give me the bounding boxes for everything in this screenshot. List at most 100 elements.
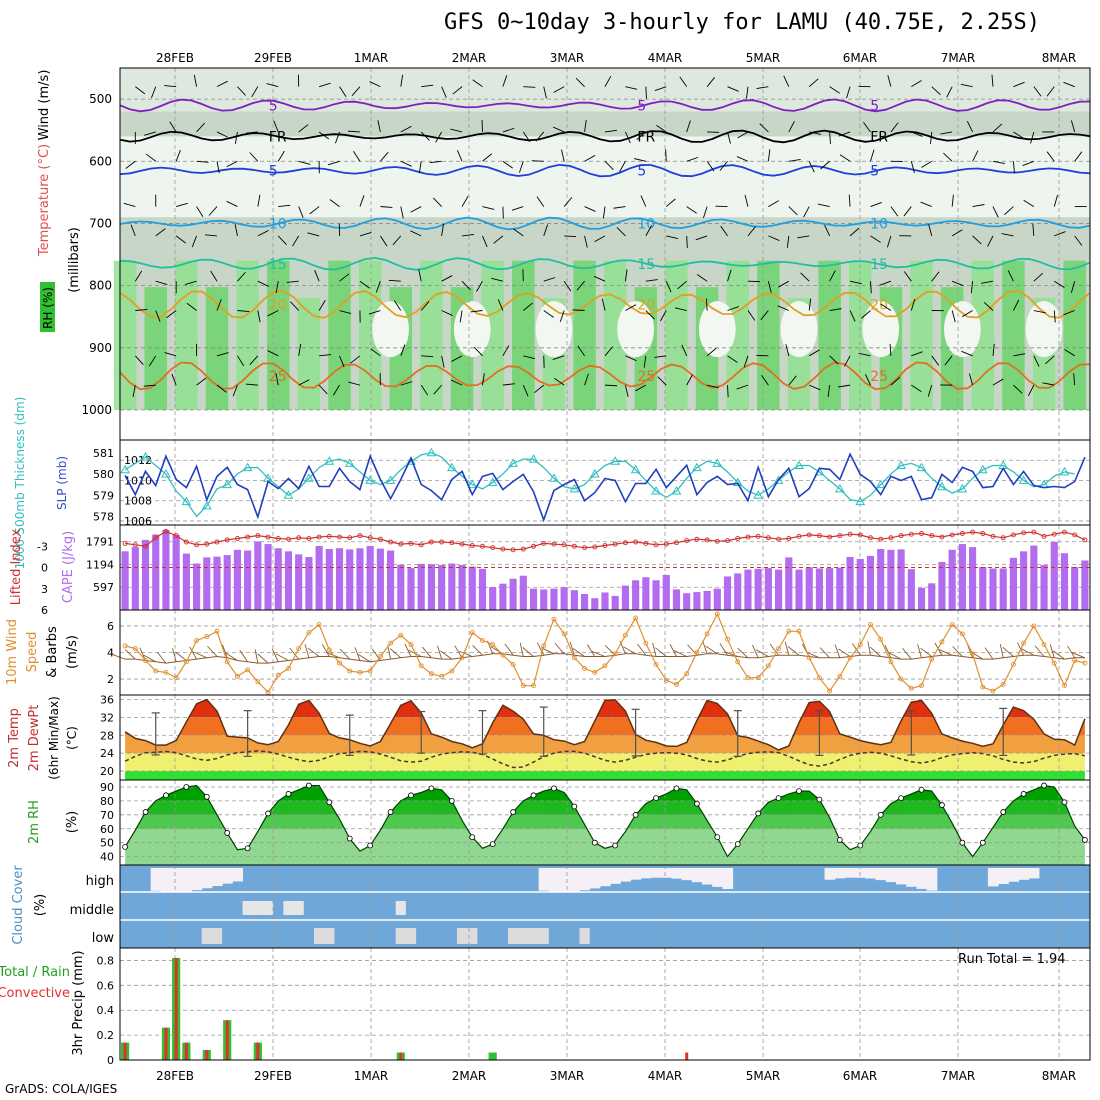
cape-bar: [325, 549, 333, 610]
cape-bar: [131, 547, 139, 610]
wind-barb: [226, 200, 238, 207]
wind-speed-marker: [939, 639, 945, 645]
wind-barb: [686, 374, 693, 386]
wind-barb: [951, 229, 963, 237]
wind-barb: [125, 160, 136, 169]
wind-barb: [846, 86, 851, 99]
wind-barb: [624, 269, 628, 282]
wind-barb: [660, 310, 667, 322]
wind-barb: [889, 343, 892, 356]
rh-moist-column: [175, 260, 198, 410]
dewpoint-axis-label: 2m DewPt: [27, 705, 42, 772]
rh-marker: [122, 843, 129, 850]
wind-barb: [727, 355, 738, 363]
wind-barb: [298, 343, 302, 356]
contour-label: 5: [269, 164, 278, 180]
wind-barb: [257, 280, 269, 287]
cape-bar: [387, 550, 395, 610]
wind-barb: [961, 350, 973, 357]
wind-barb: [634, 158, 646, 162]
rh-marker: [203, 793, 210, 800]
wind-barb: [760, 310, 769, 321]
wind-barb: [421, 355, 434, 358]
thickness-marker: [834, 483, 845, 493]
li-marker: [1010, 532, 1016, 538]
tick-label: 32: [100, 711, 114, 724]
tick-label: 0.2: [97, 1029, 115, 1042]
wind-barb: [972, 204, 985, 208]
thickness-marker: [467, 479, 478, 489]
li-marker: [765, 535, 771, 541]
cape-bar: [1081, 560, 1089, 610]
wind-barb: [788, 206, 798, 216]
li-marker: [725, 538, 730, 544]
wind-speed-marker: [173, 675, 179, 681]
wind-barb: [635, 384, 647, 392]
wind-barb-10m: [554, 642, 565, 655]
li-marker: [571, 543, 577, 549]
high-cloud-cell: [640, 868, 652, 879]
high-cloud-cell: [896, 868, 907, 885]
wind-barb: [522, 384, 529, 397]
wind-barb: [543, 277, 556, 282]
wind-barb: [829, 270, 836, 282]
wind-barb: [809, 384, 821, 391]
wind-speed-marker: [408, 642, 414, 647]
wind-speed-marker: [551, 616, 557, 622]
wind-barb: [511, 206, 524, 211]
li-marker: [694, 536, 700, 542]
wind-barb: [502, 383, 515, 386]
wind-speed-marker: [132, 646, 138, 651]
rh2m-axis-label: 2m RH: [27, 800, 42, 844]
cape-bar: [305, 557, 313, 610]
wind-barb-10m: [787, 646, 800, 656]
cape-bar: [723, 576, 732, 610]
rh-marker: [1000, 809, 1007, 815]
cape-bar: [233, 549, 241, 610]
low-cloud-cell: [579, 928, 590, 944]
temperature-contour: [119, 289, 1091, 319]
wind-barb: [216, 80, 228, 88]
date-label-bottom: 8MAR: [1042, 1069, 1077, 1083]
wind-barb: [707, 384, 719, 389]
temperature-axis-label: Temperature (°C): [37, 144, 52, 257]
cape-bar: [417, 563, 425, 610]
thickness-marker: [120, 464, 130, 474]
wind-barb-10m: [591, 651, 606, 657]
wind-barb: [992, 343, 995, 356]
dewpoint-line: [124, 750, 1086, 769]
wind-barb: [216, 131, 228, 138]
wind-barb: [522, 131, 531, 143]
middle-cloud-cell: [395, 901, 406, 915]
thickness-marker: [896, 460, 906, 469]
wind-barb: [643, 355, 647, 368]
contour-label: 20: [269, 297, 287, 313]
li-marker: [204, 541, 210, 547]
wind-barb: [339, 355, 345, 368]
thickness-marker: [937, 481, 947, 491]
run-total: Run Total = 1.94: [958, 952, 1066, 967]
wind-barb: [829, 308, 842, 311]
thickness-marker: [753, 490, 764, 499]
wind-speed-marker: [633, 615, 639, 621]
wind-barb: [266, 83, 279, 88]
wind-barb: [747, 310, 756, 321]
cloud-row-label: middle: [70, 903, 114, 918]
wind-barb: [654, 86, 667, 91]
wind-barb: [429, 160, 442, 164]
wind-barb: [788, 121, 795, 133]
li-marker: [735, 536, 741, 541]
li-marker: [868, 535, 873, 541]
thickness-marker: [692, 462, 702, 472]
cape-bar: [999, 568, 1007, 610]
wind-barb-10m: [111, 653, 126, 660]
cape-bar: [958, 544, 966, 610]
wind-barb: [418, 269, 422, 282]
wind-barb: [786, 235, 790, 248]
cape-bar: [519, 575, 527, 610]
cape-bar: [917, 587, 926, 610]
cape-bar: [407, 568, 415, 610]
wind-barb: [388, 279, 401, 282]
wind-barb: [654, 355, 667, 358]
wind-barb: [534, 384, 545, 394]
